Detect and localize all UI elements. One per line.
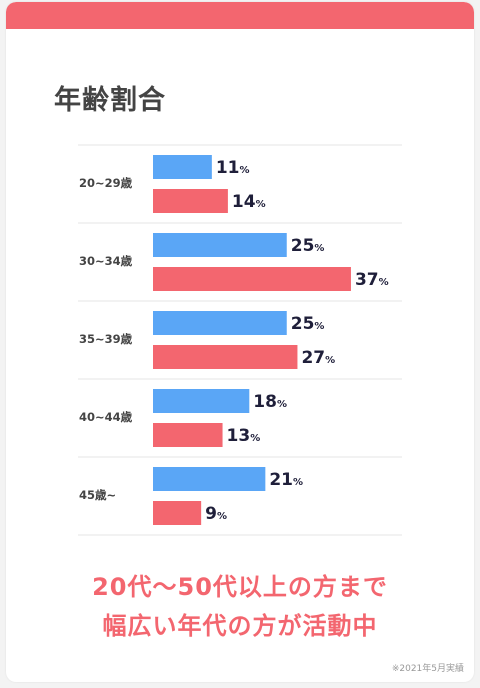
category-label: 35~39歳: [79, 332, 133, 346]
chart-title: 年齢割合: [54, 85, 166, 116]
bar-blue: [153, 155, 212, 179]
data-label: 27%: [301, 348, 335, 368]
data-label: 11%: [216, 158, 250, 178]
bar-blue: [153, 311, 287, 335]
bar-red: [153, 267, 351, 291]
data-label: 21%: [269, 470, 303, 490]
bar-red: [153, 189, 228, 213]
category-label: 45歳~: [79, 488, 116, 502]
data-label: 37%: [355, 270, 389, 290]
bar-blue: [153, 389, 250, 413]
bar-red: [153, 345, 298, 369]
data-label: 13%: [227, 426, 261, 446]
card-header-bar: [6, 2, 474, 29]
caption-line-2: 幅広い年代の方が活動中: [102, 612, 378, 640]
bar-red: [153, 423, 223, 447]
category-label: 40~44歳: [79, 410, 133, 424]
bar-red: [153, 501, 202, 525]
caption-line-1: 20代～50代以上の方まで: [92, 573, 388, 601]
category-label: 30~34歳: [79, 254, 133, 268]
data-label: 9%: [205, 504, 227, 524]
data-label: 25%: [291, 314, 325, 334]
footnote: ※2021年5月実績: [391, 664, 464, 674]
data-label: 18%: [253, 392, 287, 412]
bar-chart: 20~29歳 11% 14% 30~34歳 25% 37% 35~39歳 25% 27% 40~4…: [78, 144, 402, 536]
chart-card: 年齢割合 20~29歳 11% 14% 30~34歳 25% 37% 35~39歳 25% 27…: [6, 2, 474, 682]
category-label: 20~29歳: [79, 176, 133, 190]
data-label: 25%: [291, 236, 325, 256]
data-label: 14%: [232, 192, 266, 212]
bar-blue: [153, 467, 266, 491]
bar-blue: [153, 233, 287, 257]
